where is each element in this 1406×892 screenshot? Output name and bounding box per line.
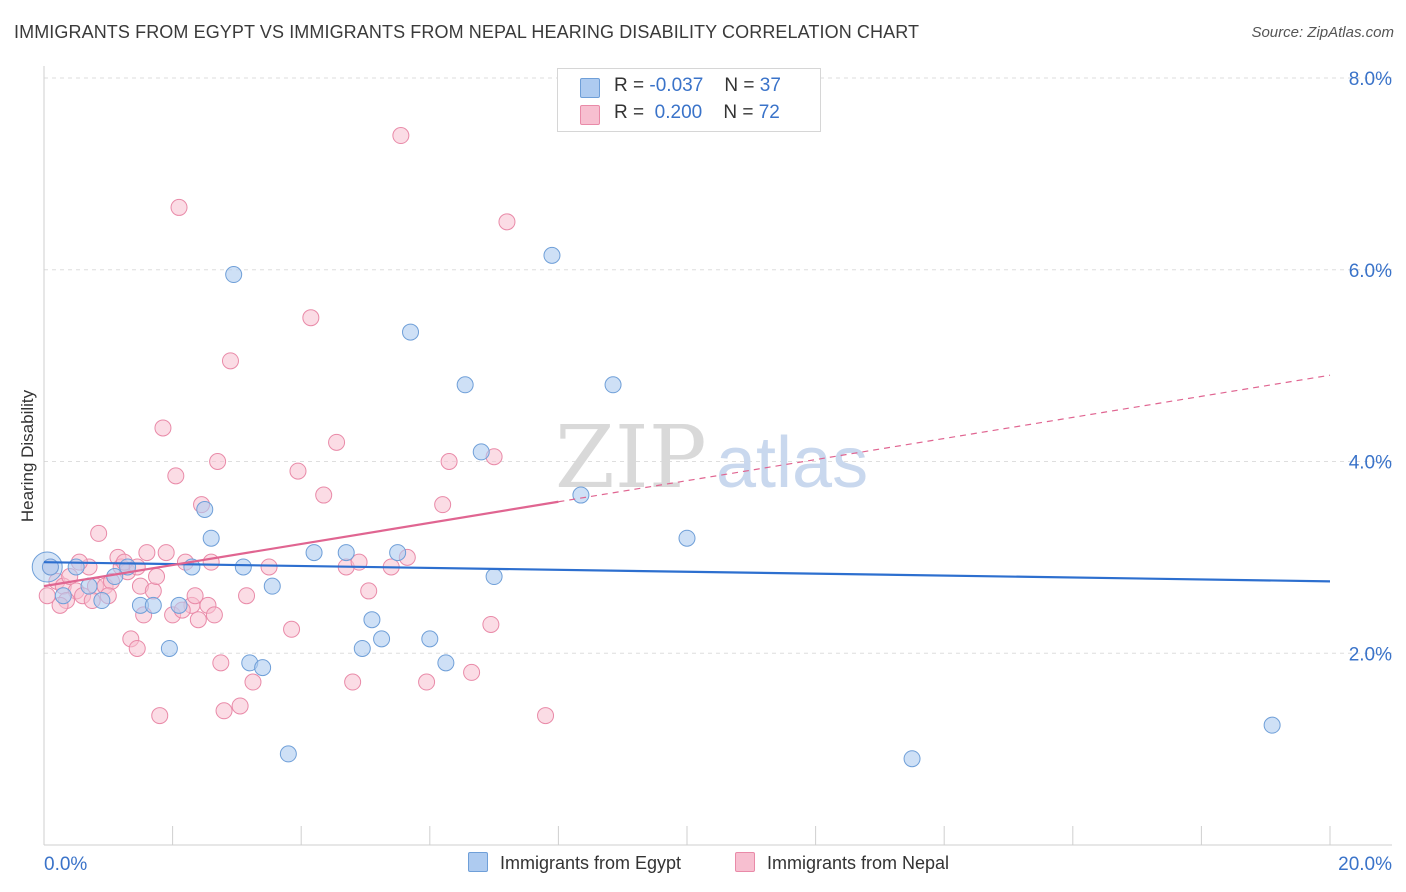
egypt-n-value: 37 [759, 75, 781, 96]
nepal-point [392, 127, 410, 145]
legend-item-egypt: Immigrants from Egypt [468, 852, 681, 874]
egypt-point [337, 544, 355, 562]
nepal-trend-line-dashed [558, 374, 1331, 503]
nepal-point [148, 568, 166, 586]
egypt-point [456, 376, 474, 394]
nepal-point [231, 697, 249, 715]
chart-title: IMMIGRANTS FROM EGYPT VS IMMIGRANTS FROM… [14, 22, 920, 42]
nepal-point [151, 707, 169, 725]
egypt-point [903, 750, 921, 768]
correlation-legend: R = -0.037 N = 37 R = 0.200 N = 72 [557, 68, 821, 132]
nepal-legend-label: Immigrants from Nepal [767, 853, 950, 873]
egypt-point [54, 587, 72, 605]
egypt-point [196, 500, 214, 518]
nepal-point [221, 352, 239, 370]
egypt-point [437, 654, 455, 672]
egypt-point [225, 266, 243, 284]
nepal-point [144, 582, 162, 600]
nepal-point [138, 544, 156, 562]
nepal-point [186, 587, 204, 605]
egypt-point [572, 486, 590, 504]
egypt-point [254, 659, 272, 677]
nepal-point [212, 654, 230, 672]
nepal-point [360, 582, 378, 600]
nepal-point [244, 673, 262, 691]
egypt-point [389, 544, 407, 562]
egypt-point [263, 577, 281, 595]
nepal-point [170, 198, 188, 216]
egypt-point [234, 558, 252, 576]
nepal-point [154, 419, 172, 437]
nepal-point [537, 707, 555, 725]
nepal-point [260, 558, 278, 576]
nepal-point [302, 309, 320, 327]
nepal-point [90, 524, 108, 542]
nepal-swatch [580, 105, 600, 125]
egypt-point [421, 630, 439, 648]
egypt-point [363, 611, 381, 629]
egypt-point [543, 246, 561, 264]
egypt-point [353, 639, 371, 657]
egypt-point [202, 529, 220, 547]
nepal-point [238, 587, 256, 605]
egypt-point [160, 639, 178, 657]
egypt-point [373, 630, 391, 648]
nepal-point [434, 496, 452, 514]
nepal-point [498, 213, 516, 231]
nepal-point [418, 673, 436, 691]
nepal-point [482, 615, 500, 633]
legend-item-nepal: Immigrants from Nepal [735, 852, 949, 874]
nepal-n-label: N = [723, 102, 754, 123]
egypt-r-value: -0.037 [649, 75, 704, 96]
nepal-point [283, 620, 301, 638]
nepal-r-value: 0.200 [654, 102, 703, 123]
x-tick-label: 20.0% [1338, 854, 1392, 875]
nepal-point [328, 433, 346, 451]
nepal-point [315, 486, 333, 504]
egypt-point [485, 568, 503, 586]
egypt-point [279, 745, 297, 763]
nepal-point [289, 462, 307, 480]
egypt-point [67, 558, 85, 576]
y-tick-label: 4.0% [1349, 453, 1392, 474]
egypt-legend-label: Immigrants from Egypt [500, 853, 682, 873]
egypt-point [170, 596, 188, 614]
x-tick-label: 0.0% [44, 854, 87, 875]
y-tick-label: 2.0% [1349, 644, 1392, 665]
egypt-point [604, 376, 622, 394]
nepal-point [202, 553, 220, 571]
nepal-point [157, 544, 175, 562]
nepal-point [167, 467, 185, 485]
nepal-point [189, 611, 207, 629]
egypt-point [678, 529, 696, 547]
egypt-trend-line [43, 561, 1331, 583]
y-tick-label: 8.0% [1349, 69, 1392, 90]
nepal-point [205, 606, 223, 624]
egypt-point [93, 592, 111, 610]
nepal-point [209, 453, 227, 470]
nepal-trend-line [43, 500, 559, 588]
egypt-n-label: N = [724, 75, 755, 96]
nepal-point [440, 453, 458, 470]
egypt-r-label: R = [614, 75, 645, 96]
egypt-legend-swatch [468, 852, 488, 872]
y-tick-label: 6.0% [1349, 261, 1392, 282]
egypt-point [144, 596, 162, 614]
nepal-point [463, 663, 481, 681]
egypt-point [305, 544, 323, 562]
nepal-legend-swatch [735, 852, 755, 872]
egypt-swatch [580, 78, 600, 98]
egypt-point [402, 323, 420, 341]
nepal-r-label: R = [614, 102, 645, 123]
nepal-n-value: 72 [758, 102, 780, 123]
nepal-point [128, 639, 146, 657]
nepal-point [215, 702, 233, 720]
egypt-point [1263, 716, 1281, 734]
egypt-point [472, 443, 490, 461]
nepal-point [344, 673, 362, 691]
source-label: Source: ZipAtlas.com [1251, 24, 1394, 41]
